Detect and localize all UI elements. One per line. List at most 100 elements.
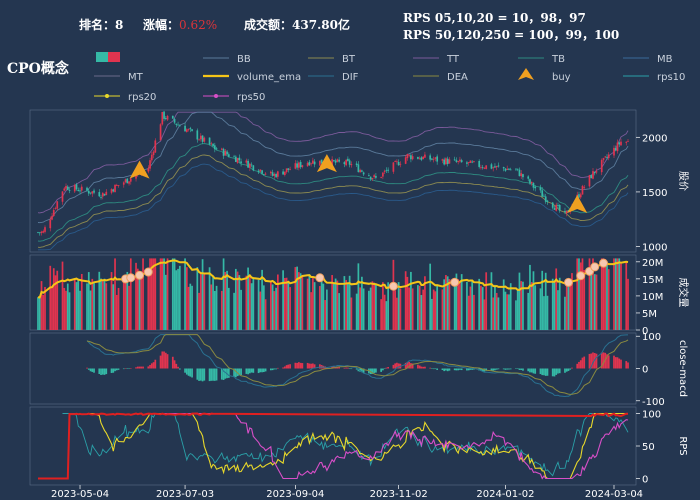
- candle-body: [375, 175, 377, 178]
- candle-body: [275, 173, 277, 178]
- macd-hist-bar: [422, 366, 425, 369]
- volume-bar: [506, 294, 509, 330]
- macd-hist-bar: [257, 368, 260, 374]
- volume-bar: [147, 267, 150, 330]
- candle-body: [420, 157, 423, 160]
- volume-bar: [373, 282, 375, 330]
- macd-hist-bar: [294, 362, 297, 369]
- macd-hist-bar: [557, 368, 559, 374]
- macd-hist-bar: [613, 355, 615, 369]
- volume-bar: [607, 269, 610, 330]
- candle-body: [399, 163, 402, 165]
- candle-body: [124, 179, 127, 183]
- candle-body: [257, 170, 260, 173]
- volume-ytick-label: 20M: [642, 258, 663, 269]
- candle-body: [516, 168, 519, 170]
- macd-hist-bar: [187, 368, 190, 376]
- volume-bar: [171, 258, 174, 330]
- macd-hist-bar: [576, 363, 579, 369]
- macd-hist-bar: [287, 364, 290, 369]
- candle-body: [63, 188, 66, 191]
- volume-bar: [625, 262, 628, 330]
- macd-hist-bar: [417, 364, 419, 369]
- buy-signal-marker: [316, 154, 337, 173]
- macd-hist-bar: [222, 368, 225, 380]
- candle-body: [128, 181, 130, 184]
- x-tick-label: 2023-09-04: [266, 489, 324, 500]
- legend-item-buy: buy: [518, 68, 571, 83]
- volume-bar: [490, 272, 493, 330]
- candle-body: [457, 161, 460, 162]
- macd-hist-bar: [614, 357, 617, 369]
- volume-bar: [333, 282, 335, 330]
- volume-bar: [494, 284, 496, 330]
- volume-bar: [530, 282, 533, 330]
- band-mb: [38, 163, 629, 251]
- macd-hist-bar: [546, 368, 549, 376]
- candle-body: [417, 156, 419, 159]
- macd-hist-bar: [100, 368, 102, 375]
- x-tick-label: 2023-07-03: [156, 489, 214, 500]
- macd-hist-bar: [408, 361, 411, 369]
- macd-hist-bar: [625, 361, 628, 369]
- candle-body: [469, 160, 472, 163]
- dea-line: [86, 334, 629, 395]
- volume-bar: [124, 276, 127, 330]
- candle-body: [564, 210, 566, 213]
- volume-bar: [184, 258, 186, 330]
- volume-ylabel: 成交量: [677, 278, 690, 308]
- volume-bar: [485, 272, 488, 330]
- candle-body: [51, 216, 53, 220]
- macd-hist-bar: [338, 367, 340, 369]
- volume-bar: [527, 292, 530, 330]
- volume-bar: [164, 274, 167, 330]
- macd-hist-bar: [140, 366, 143, 369]
- volume-bar: [199, 272, 202, 330]
- change-label-text: 涨幅：: [143, 18, 180, 32]
- candle-body: [273, 173, 276, 176]
- candle-body: [245, 160, 248, 163]
- volume-bar: [422, 289, 425, 330]
- macd-hist-bar: [126, 368, 129, 369]
- volume-ytick-label: 5M: [642, 309, 657, 320]
- volume-bar: [576, 258, 579, 330]
- volume-ytick-label: 15M: [642, 275, 663, 286]
- candle-body: [518, 169, 521, 177]
- price-ytick-label: 2000: [642, 133, 667, 144]
- volume-bar: [322, 283, 325, 330]
- legend-label: TT: [446, 54, 460, 65]
- candle-body: [539, 187, 542, 191]
- volume-bar: [208, 267, 211, 330]
- candle-body: [238, 157, 241, 161]
- volume-bar: [166, 258, 169, 330]
- volume-bar: [264, 299, 267, 330]
- candle-body: [40, 231, 43, 233]
- volume-bar: [319, 286, 321, 330]
- macd-hist-bar: [98, 368, 101, 374]
- macd-hist-bar: [215, 368, 218, 381]
- macd-hist-bar: [252, 368, 255, 373]
- volume-bar: [136, 268, 139, 330]
- macd-hist-bar: [350, 368, 353, 370]
- legend-item-DIF: DIF: [308, 72, 359, 83]
- macd-hist-bar: [627, 362, 629, 369]
- volume-bar: [91, 278, 94, 330]
- candle-body: [579, 194, 582, 198]
- volume-bar: [436, 285, 439, 330]
- candle-body: [122, 182, 125, 185]
- volume-bar: [602, 258, 605, 330]
- volume-bar: [551, 278, 554, 330]
- volume-bar: [606, 261, 608, 330]
- volume-ema-highlight: [576, 271, 586, 281]
- volume-bar: [103, 278, 106, 330]
- volume-bar: [80, 273, 83, 330]
- macd-hist-bar: [382, 368, 384, 371]
- legend-label: volume_ema: [237, 72, 301, 83]
- macd-hist-bar: [494, 368, 496, 371]
- volume-bar: [431, 298, 433, 330]
- volume-bar: [189, 283, 192, 330]
- macd-hist-bar: [185, 368, 188, 375]
- volume-bar: [86, 283, 88, 330]
- concept-title: CPO概念: [7, 61, 69, 77]
- candle-body: [264, 173, 267, 175]
